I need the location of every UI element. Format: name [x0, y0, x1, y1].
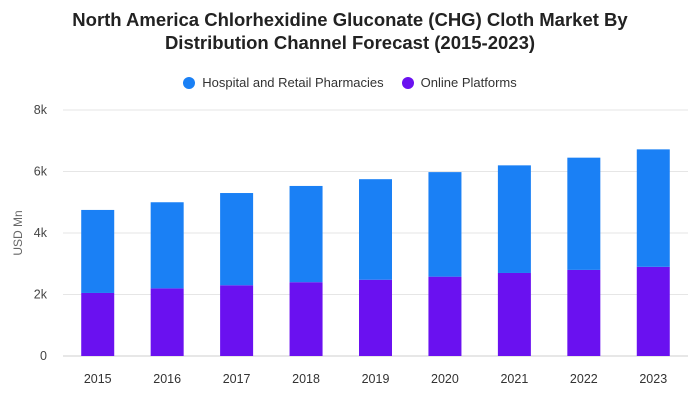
bar-hospital-retail-2015[interactable]	[81, 209, 115, 293]
y-tick-label: 0	[40, 349, 47, 363]
bar-online-platforms-2019[interactable]	[359, 279, 392, 356]
bar-online-platforms-2017[interactable]	[220, 285, 254, 356]
bar-hospital-retail-2022[interactable]	[567, 157, 601, 270]
x-tick-label: 2015	[84, 372, 112, 386]
legend-label-online-platforms: Online Platforms	[420, 75, 517, 90]
legend-swatch-hospital-retail	[183, 76, 196, 89]
chart-title-line-1: North America Chlorhexidine Gluconate (C…	[72, 9, 628, 30]
legend-item-hospital-retail[interactable]: Hospital and Retail Pharmacies	[183, 75, 384, 90]
legend-label-hospital-retail: Hospital and Retail Pharmacies	[202, 75, 384, 90]
y-tick-label: 2k	[34, 288, 48, 302]
legend-item-online-platforms[interactable]: Online Platforms	[401, 75, 517, 90]
y-tick-label: 8k	[34, 103, 48, 117]
bar-online-platforms-2022[interactable]	[567, 269, 601, 356]
chart-title-line-2: Distribution Channel Forecast (2015-2023…	[164, 32, 536, 53]
x-tick-label: 2020	[431, 372, 459, 386]
x-tick-label: 2018	[292, 372, 320, 386]
x-axis-tick-labels: 2015 2016 2017 2018 2019 2020 2021 2022 2023	[84, 372, 667, 386]
bars-group	[81, 149, 670, 356]
bar-hospital-retail-2021[interactable]	[497, 165, 531, 273]
bar-hospital-retail-2019[interactable]	[359, 179, 392, 280]
x-tick-label: 2021	[500, 372, 528, 386]
bar-online-platforms-2016[interactable]	[150, 288, 184, 356]
y-axis-tick-labels: 0 2k 4k 6k 8k	[34, 103, 48, 363]
bar-online-platforms-2020[interactable]	[428, 276, 462, 356]
bar-hospital-retail-2018[interactable]	[289, 185, 323, 283]
y-axis-label: USD Mn	[11, 210, 25, 255]
bar-online-platforms-2021[interactable]	[497, 272, 531, 356]
chart-legend: Hospital and Retail Pharmacies Online Pl…	[0, 75, 700, 90]
bar-online-platforms-2015[interactable]	[81, 292, 115, 356]
legend-swatch-online-platforms	[401, 76, 414, 89]
bar-hospital-retail-2023[interactable]	[636, 149, 670, 267]
x-tick-label: 2019	[362, 372, 390, 386]
x-tick-label: 2017	[223, 372, 251, 386]
x-tick-label: 2016	[153, 372, 181, 386]
y-tick-label: 6k	[34, 165, 48, 179]
x-tick-label: 2022	[570, 372, 598, 386]
x-tick-label: 2023	[639, 372, 667, 386]
chart-title: North America Chlorhexidine Gluconate (C…	[0, 8, 700, 54]
bar-hospital-retail-2020[interactable]	[428, 172, 462, 277]
bar-hospital-retail-2016[interactable]	[150, 202, 184, 289]
y-tick-label: 4k	[34, 226, 48, 240]
bar-hospital-retail-2017[interactable]	[220, 193, 254, 286]
bar-online-platforms-2018[interactable]	[289, 282, 323, 356]
bar-online-platforms-2023[interactable]	[636, 266, 670, 356]
